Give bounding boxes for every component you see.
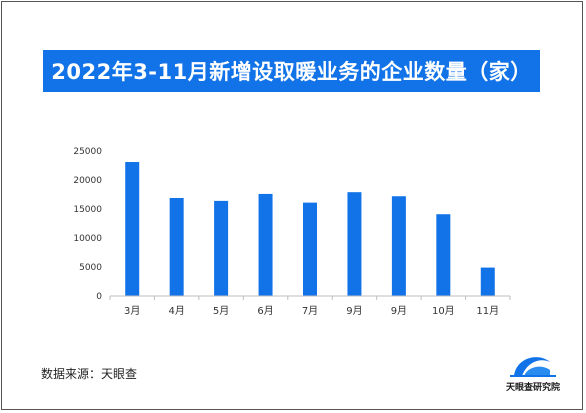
y-axis: 0 5000 10000 15000 20000 25000 xyxy=(73,147,102,302)
bar xyxy=(480,267,495,296)
y-tick-label: 15000 xyxy=(73,205,102,215)
y-tick-label: 25000 xyxy=(73,147,102,157)
tianyancha-logo: 天眼查研究院 xyxy=(498,346,568,396)
bars-group xyxy=(125,162,495,296)
x-tick-label: 6月 xyxy=(257,305,273,317)
logo-text: 天眼查研究院 xyxy=(505,383,560,393)
bar xyxy=(125,162,140,296)
x-tick-label: 10月 xyxy=(432,305,455,317)
x-tick-label: 9月 xyxy=(346,305,362,317)
logo-icon xyxy=(510,357,556,377)
x-tick-label: 4月 xyxy=(168,305,184,317)
x-tick-label: 11月 xyxy=(476,305,499,317)
bar xyxy=(169,197,184,296)
x-tick-label: 3月 xyxy=(124,305,140,317)
y-tick-label: 20000 xyxy=(73,176,102,186)
x-tick-label: 5月 xyxy=(213,305,229,317)
bar xyxy=(214,200,229,296)
bar xyxy=(258,193,273,296)
x-tick-label: 9月 xyxy=(391,305,407,317)
data-source-note: 数据来源：天眼查 xyxy=(41,367,138,381)
bar xyxy=(436,214,451,296)
bar xyxy=(303,202,317,296)
y-tick-label: 0 xyxy=(96,292,102,302)
chart-title: 2022年3-11月新增设取暖业务的企业数量（家） xyxy=(43,50,540,92)
bar xyxy=(391,196,406,296)
x-axis: 3月 4月 5月 6月 7月 9月 9月 10月 11月 xyxy=(109,295,511,317)
x-tick-label: 7月 xyxy=(302,305,318,317)
y-tick-label: 5000 xyxy=(79,263,102,273)
y-tick-label: 10000 xyxy=(73,234,102,244)
bar xyxy=(347,192,362,296)
